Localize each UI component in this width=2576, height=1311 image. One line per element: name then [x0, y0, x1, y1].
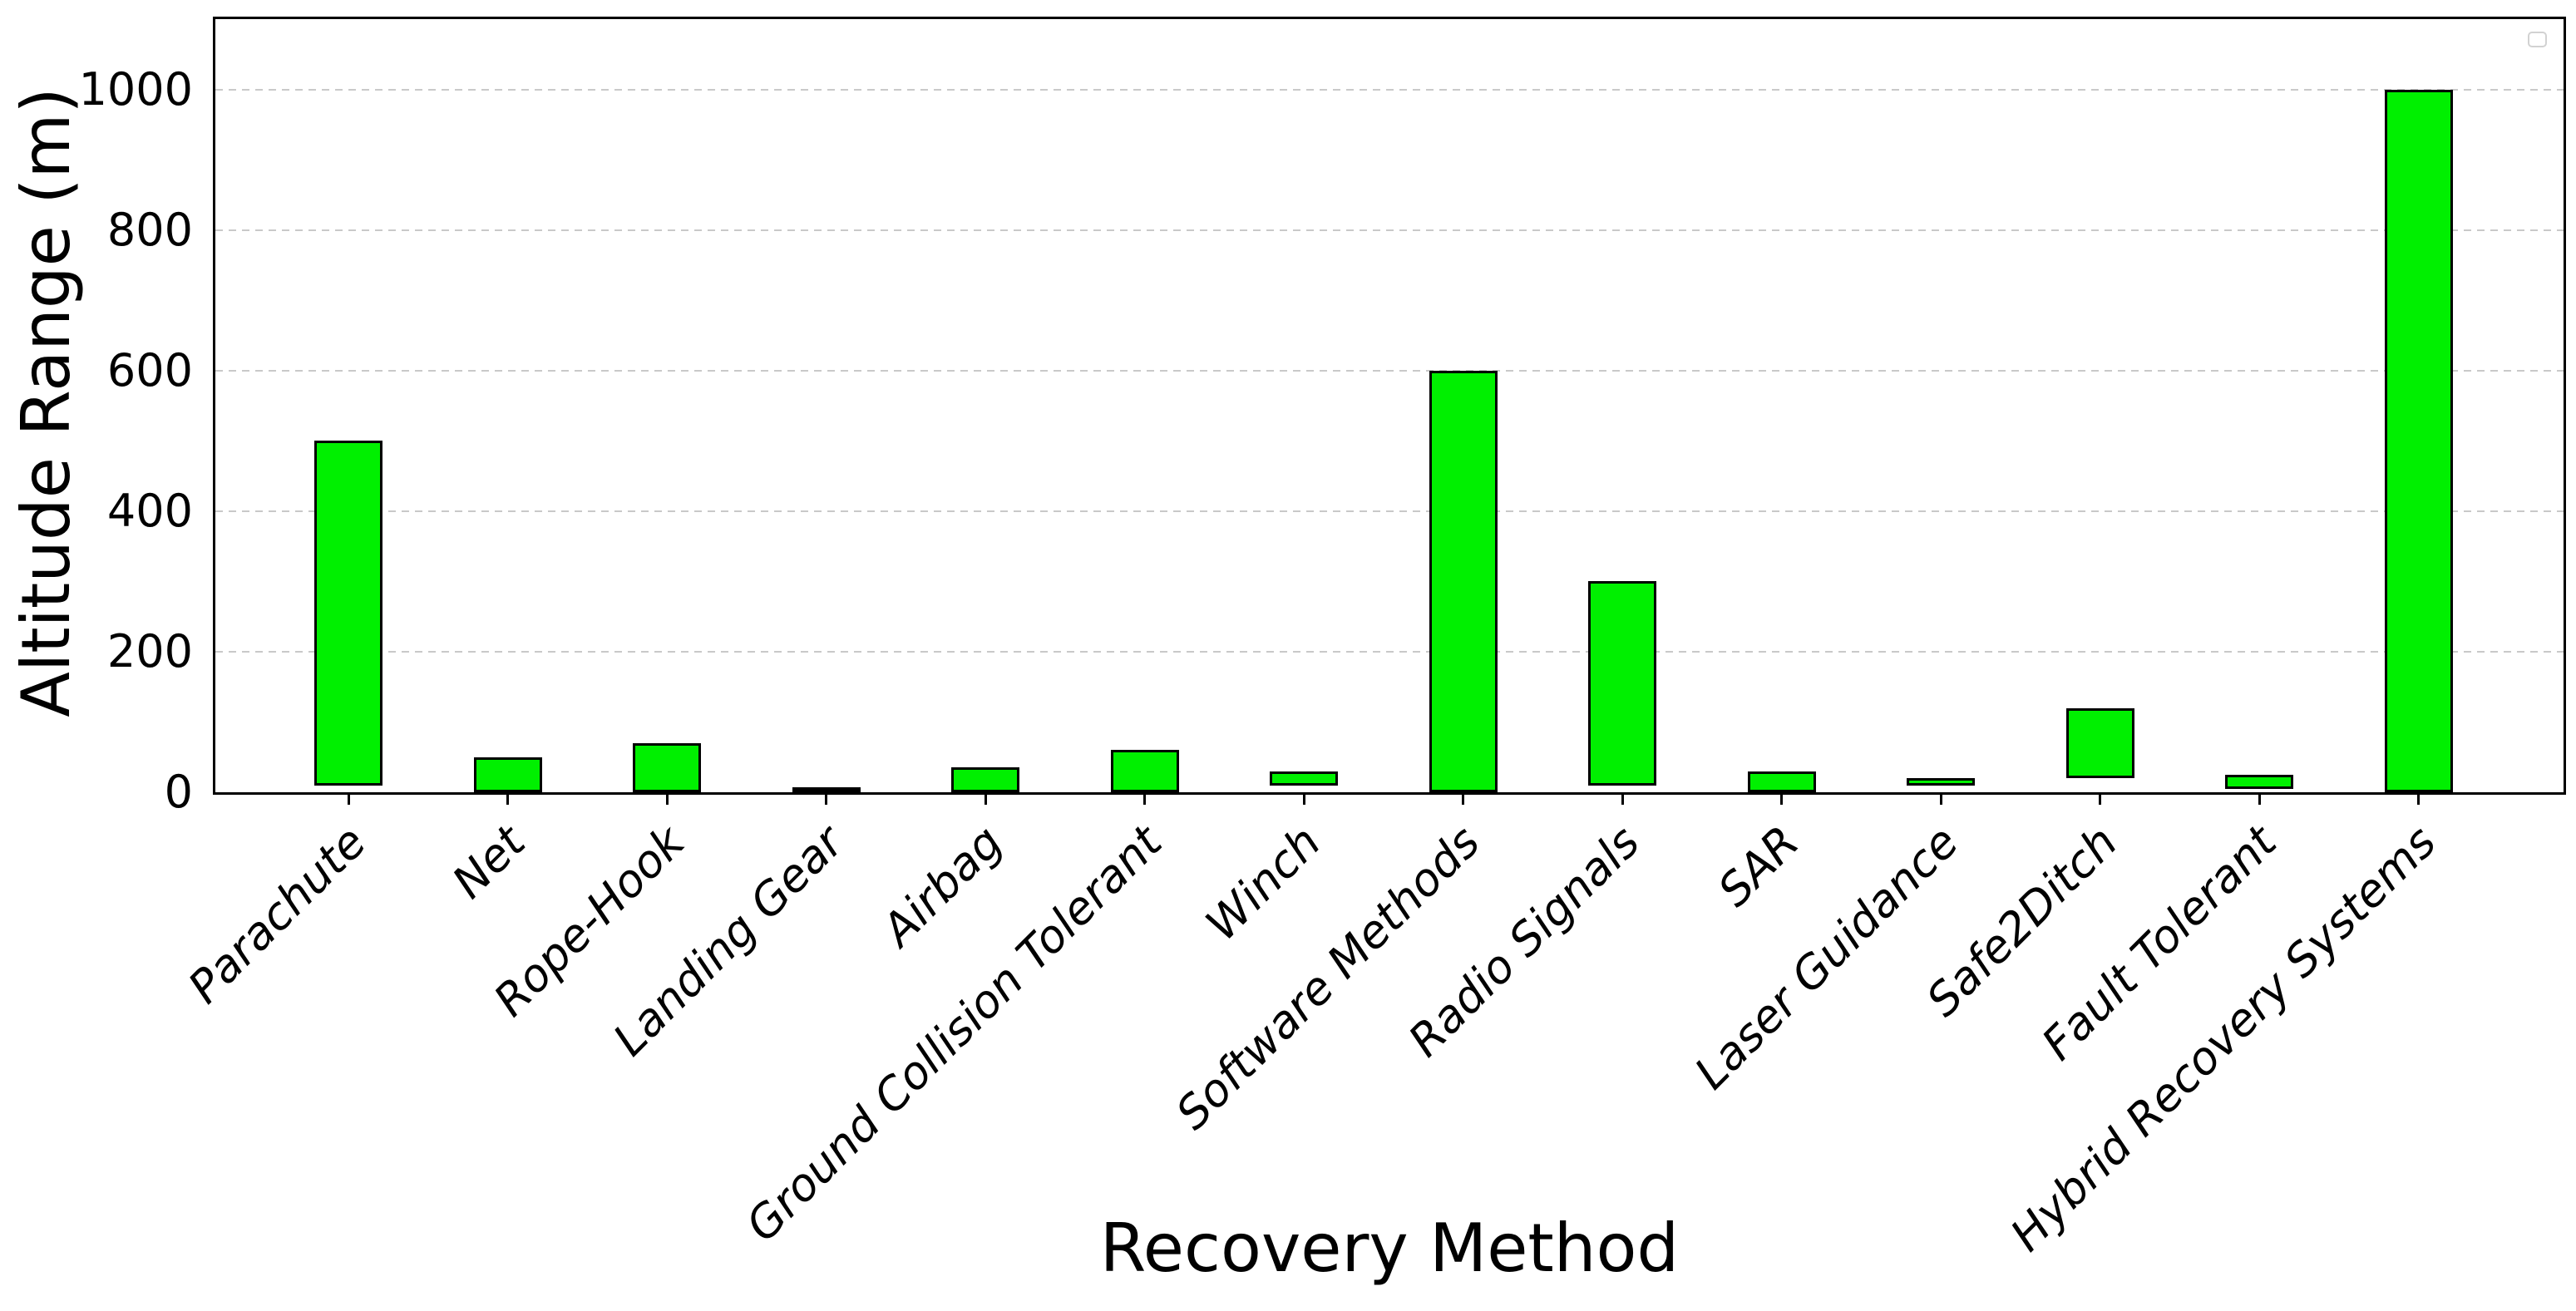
x-tick-mark-laser-guidance [1939, 792, 1942, 805]
bar-software-methods [1429, 370, 1498, 792]
bar-net [473, 757, 542, 792]
bar-ground-collision-tolerant [1110, 750, 1179, 792]
bar-safe2ditch [2065, 707, 2134, 779]
y-tick-label-0: 0 [164, 766, 193, 818]
bar-laser-guidance [1907, 778, 1975, 786]
plot-area [213, 17, 2566, 805]
x-axis-title: Recovery Method [1099, 1210, 1680, 1287]
bar-parachute [314, 441, 382, 786]
x-tick-mark-ground-collision-tolerant [1143, 792, 1146, 805]
bar-landing-gear [792, 787, 861, 792]
y-tick-label-200: 200 [106, 624, 193, 678]
x-tick-mark-hybrid-recovery-systems [2417, 792, 2420, 805]
bar-airbag [951, 767, 1019, 792]
x-tick-mark-software-methods [1462, 792, 1464, 805]
y-tick-label-1000: 1000 [78, 62, 193, 116]
x-tick-mark-net [506, 792, 509, 805]
x-tick-mark-airbag [984, 792, 987, 805]
gridline-600 [215, 369, 2564, 372]
x-tick-mark-parachute [347, 792, 350, 805]
bar-winch [1270, 771, 1338, 786]
y-tick-label-800: 800 [106, 203, 193, 256]
x-axis-tick-labels: Parachute Net Rope-Hook Landing Gear Airbag G… [177, 816, 2446, 1262]
y-tick-label-400: 400 [106, 484, 193, 537]
gridline-800 [215, 229, 2564, 231]
y-axis-ticks: 0 200 400 600 800 1000 [0, 19, 213, 814]
x-tick-mark-landing-gear [825, 792, 827, 805]
bar-radio-signals [1588, 581, 1656, 786]
x-tick-mark-winch [1302, 792, 1305, 805]
bar-sar [1747, 771, 1816, 792]
gridline-200 [215, 650, 2564, 653]
x-tick-mark-sar [1780, 792, 1783, 805]
x-tick-mark-rope-hook [665, 792, 669, 805]
y-tick-label-600: 600 [106, 343, 193, 397]
x-tick-mark-radio-signals [1621, 792, 1624, 805]
x-tick-mark-safe2ditch [2099, 792, 2101, 805]
bar-rope-hook [633, 742, 701, 792]
bar-hybrid-recovery-systems [2384, 89, 2453, 792]
gridline-1000 [215, 88, 2564, 91]
gridline-400 [215, 510, 2564, 512]
x-tick-mark-fault-tolerant [2258, 792, 2261, 805]
legend-box [2528, 32, 2547, 47]
bar-fault-tolerant [2225, 774, 2293, 789]
